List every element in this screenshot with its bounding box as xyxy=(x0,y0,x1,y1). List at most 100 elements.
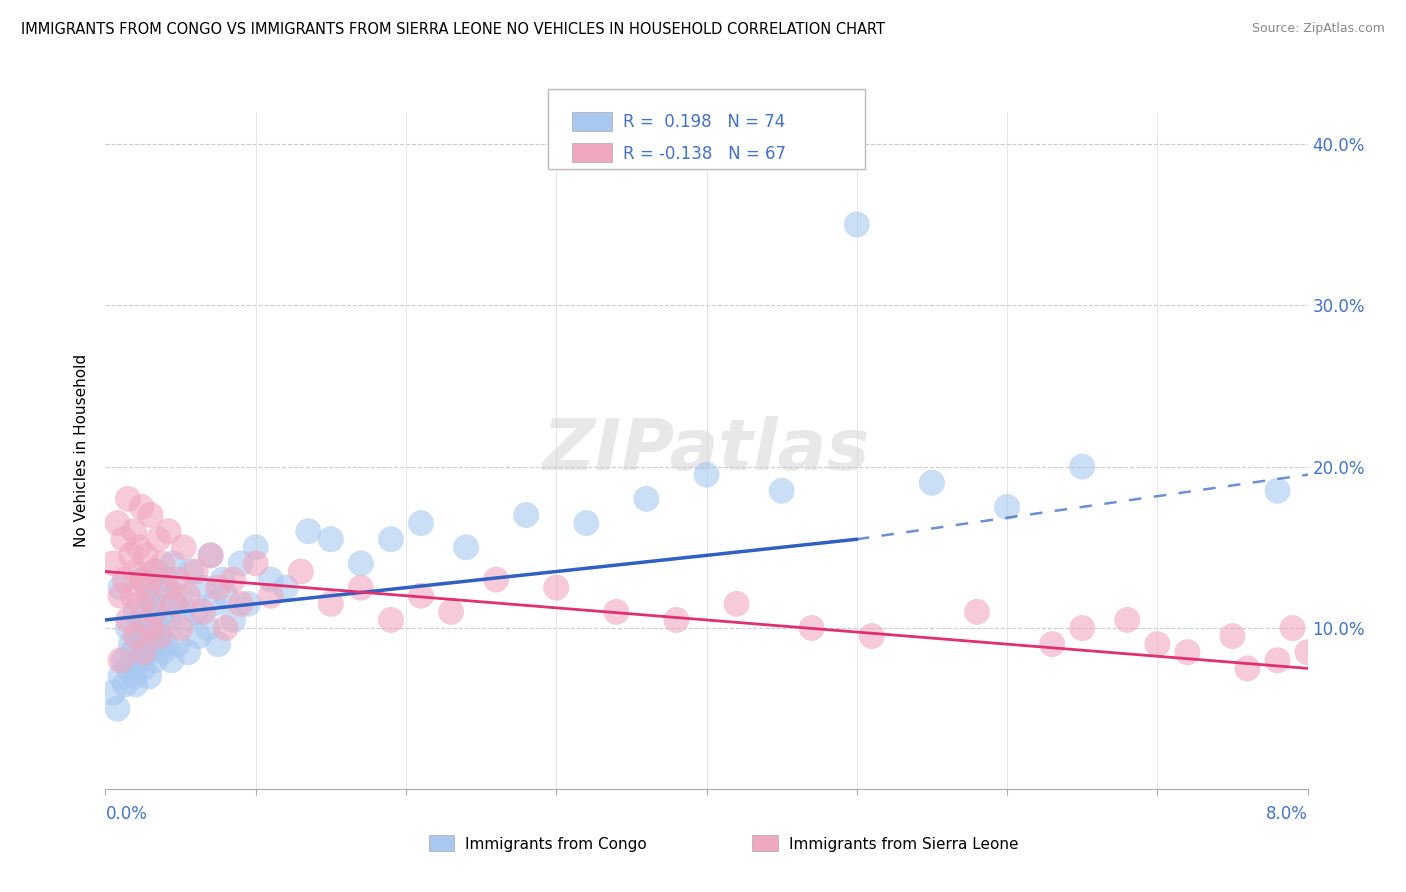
Point xyxy=(260,589,283,603)
Point xyxy=(124,565,146,579)
Point xyxy=(124,677,146,691)
Point xyxy=(1116,613,1139,627)
Point xyxy=(135,549,157,563)
Point xyxy=(515,508,537,522)
Point xyxy=(117,491,139,506)
Point xyxy=(153,605,176,619)
Point xyxy=(180,565,202,579)
Point xyxy=(146,621,169,635)
Point xyxy=(128,541,150,555)
Point xyxy=(197,621,219,635)
Point xyxy=(200,549,222,563)
Point xyxy=(122,669,145,683)
Point xyxy=(1296,645,1319,659)
Point xyxy=(173,541,195,555)
Point xyxy=(160,653,183,667)
Point xyxy=(157,524,180,538)
Point xyxy=(121,645,143,659)
Point xyxy=(290,565,312,579)
Point xyxy=(1281,621,1303,635)
Point xyxy=(131,613,153,627)
Point xyxy=(122,524,145,538)
Point xyxy=(207,581,229,595)
Text: Source: ZipAtlas.com: Source: ZipAtlas.com xyxy=(1251,22,1385,36)
Point xyxy=(112,533,135,547)
Point xyxy=(207,637,229,651)
Point xyxy=(575,516,598,530)
Point xyxy=(132,661,155,675)
Point xyxy=(222,573,245,587)
Point xyxy=(546,581,568,595)
Point xyxy=(139,637,162,651)
Point xyxy=(1236,661,1258,675)
Point xyxy=(636,491,658,506)
Text: Immigrants from Sierra Leone: Immigrants from Sierra Leone xyxy=(789,837,1018,852)
Point xyxy=(229,557,252,571)
Point xyxy=(1222,629,1244,643)
Point xyxy=(120,637,142,651)
Point xyxy=(1040,637,1063,651)
Point xyxy=(350,581,373,595)
Point xyxy=(138,669,160,683)
Point xyxy=(114,573,136,587)
Point xyxy=(191,605,214,619)
Point xyxy=(145,565,167,579)
Point xyxy=(173,613,195,627)
Point xyxy=(380,533,402,547)
Point xyxy=(132,645,155,659)
Text: ZIPatlas: ZIPatlas xyxy=(543,416,870,485)
Point xyxy=(245,557,267,571)
Point xyxy=(214,621,236,635)
Point xyxy=(143,653,166,667)
Point xyxy=(725,597,748,611)
Point xyxy=(454,541,477,555)
Point xyxy=(148,629,170,643)
Point xyxy=(117,613,139,627)
Point xyxy=(166,573,188,587)
Point xyxy=(162,557,184,571)
Point xyxy=(107,516,129,530)
Point xyxy=(800,621,823,635)
Point xyxy=(110,581,132,595)
Point xyxy=(117,661,139,675)
Point xyxy=(665,613,688,627)
Point xyxy=(114,677,136,691)
Point xyxy=(120,549,142,563)
Point xyxy=(921,475,943,490)
Point xyxy=(177,589,200,603)
Point xyxy=(155,637,177,651)
Point xyxy=(605,605,627,619)
Point xyxy=(142,597,165,611)
Point xyxy=(129,597,152,611)
Point xyxy=(169,589,191,603)
Point xyxy=(319,597,342,611)
Point xyxy=(297,524,319,538)
Point xyxy=(124,629,146,643)
Point xyxy=(166,637,188,651)
Point xyxy=(156,573,179,587)
Point xyxy=(222,613,245,627)
Text: Immigrants from Congo: Immigrants from Congo xyxy=(465,837,647,852)
Point xyxy=(142,565,165,579)
Point xyxy=(107,702,129,716)
Point xyxy=(132,573,155,587)
Point xyxy=(770,483,793,498)
Point xyxy=(184,605,207,619)
Point xyxy=(380,613,402,627)
Point xyxy=(112,653,135,667)
Point xyxy=(187,629,209,643)
Point xyxy=(132,573,155,587)
Point xyxy=(319,533,342,547)
Point xyxy=(152,645,174,659)
Point xyxy=(1267,483,1289,498)
Point xyxy=(214,589,236,603)
Point xyxy=(211,573,233,587)
Point xyxy=(139,621,162,635)
Point xyxy=(274,581,297,595)
Point xyxy=(143,605,166,619)
Point xyxy=(139,613,162,627)
Point xyxy=(131,500,153,514)
Point xyxy=(121,589,143,603)
Point xyxy=(129,653,152,667)
Point xyxy=(136,645,159,659)
